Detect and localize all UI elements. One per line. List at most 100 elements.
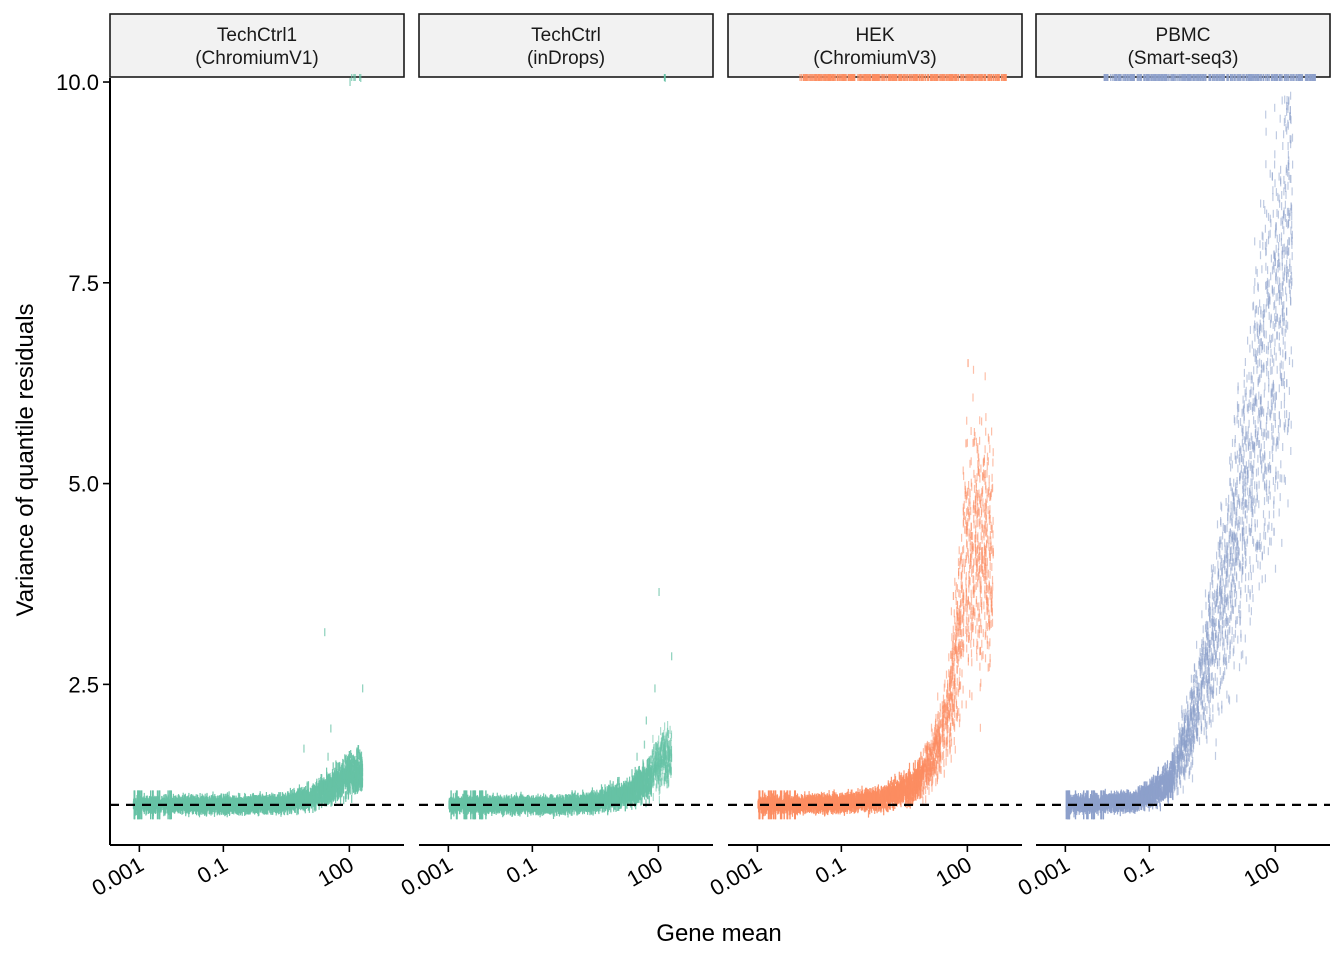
data-point: [287, 791, 289, 800]
facet-points: [132, 74, 364, 820]
data-point: [355, 786, 357, 795]
data-point: [261, 798, 263, 807]
data-point: [256, 797, 258, 806]
data-point: [659, 773, 662, 782]
data-point: [640, 770, 642, 779]
data-point: [199, 793, 201, 801]
data-point: [189, 803, 191, 812]
facet-techctrl: TechCtrl(inDrops)0.001 0.1 100: [397, 13, 714, 901]
data-point: [340, 774, 342, 783]
data-point: [332, 790, 334, 799]
data-point: [290, 806, 293, 815]
data-point: [591, 787, 593, 796]
data-point: [334, 787, 336, 796]
data-point: [292, 789, 294, 797]
data-point: [282, 803, 284, 812]
data-point: [269, 796, 272, 805]
data-point: [452, 793, 454, 802]
capped-point: [354, 74, 356, 81]
data-point: [334, 774, 336, 783]
data-point: [226, 799, 228, 808]
data-point: [320, 796, 322, 805]
data-point: [317, 792, 319, 801]
data-point: [191, 804, 193, 813]
data-point: [267, 796, 269, 805]
data-point: [342, 767, 344, 776]
data-point: [194, 803, 196, 812]
data-point: [361, 763, 364, 772]
data-point: [212, 791, 214, 800]
data-point: [263, 797, 265, 806]
data-point: [225, 802, 227, 811]
data-point: [171, 802, 173, 810]
data-point: [179, 805, 181, 814]
data-point: [257, 796, 259, 805]
data-point: [245, 796, 247, 805]
data-point: [182, 801, 184, 810]
data-point: [313, 791, 315, 800]
data-point: [260, 803, 262, 812]
data-point: [335, 769, 338, 778]
data-point: [317, 785, 319, 794]
data-point: [324, 779, 326, 788]
data-point: [188, 802, 190, 811]
data-point: [147, 798, 149, 807]
data-point: [289, 787, 291, 796]
data-point: [339, 785, 341, 794]
capped-point: [353, 74, 355, 81]
data-point: [160, 803, 162, 812]
data-point: [252, 803, 254, 812]
data-point: [610, 799, 612, 808]
data-point: [204, 798, 207, 807]
data-point: [344, 774, 346, 783]
data-point: [352, 772, 354, 781]
data-point: [329, 794, 331, 803]
data-point: [309, 787, 311, 796]
data-point: [339, 770, 341, 779]
data-point: [321, 774, 323, 783]
data-point: [197, 794, 199, 803]
data-point: [265, 797, 267, 806]
data-point: [662, 749, 664, 758]
data-point: [329, 788, 331, 797]
data-point: [237, 792, 240, 801]
data-point: [324, 789, 326, 798]
data-point: [195, 797, 197, 806]
data-point: [345, 754, 347, 763]
data-point: [201, 804, 203, 813]
data-point: [328, 791, 330, 800]
data-point: [186, 804, 189, 813]
data-point: [331, 772, 333, 781]
data-point: [331, 779, 333, 788]
data-point: [269, 805, 272, 814]
data-point: [200, 799, 202, 808]
data-point: [177, 796, 179, 805]
data-point: [349, 756, 351, 765]
data-point: [350, 752, 352, 761]
data-point: [663, 729, 665, 738]
capped-points: [351, 74, 361, 81]
data-point: [294, 797, 297, 806]
data-point: [301, 795, 303, 804]
data-point: [316, 794, 318, 803]
data-point: [332, 762, 334, 771]
data-point: [173, 800, 175, 809]
data-point: [268, 796, 270, 805]
data-point: [302, 797, 304, 806]
data-point: [316, 782, 318, 791]
data-point: [337, 773, 340, 782]
data-point: [616, 803, 618, 811]
data-point: [360, 783, 362, 792]
data-point: [305, 793, 307, 802]
data-point: [645, 788, 647, 797]
data-point: [144, 797, 146, 806]
data-point: [254, 799, 256, 807]
data-point: [577, 806, 579, 815]
data-point: [323, 780, 326, 789]
data-point: [204, 803, 206, 812]
data-point: [297, 806, 299, 815]
data-point: [257, 804, 259, 813]
data-point: [357, 775, 359, 784]
capped-point: [359, 74, 361, 81]
data-point: [356, 780, 359, 789]
